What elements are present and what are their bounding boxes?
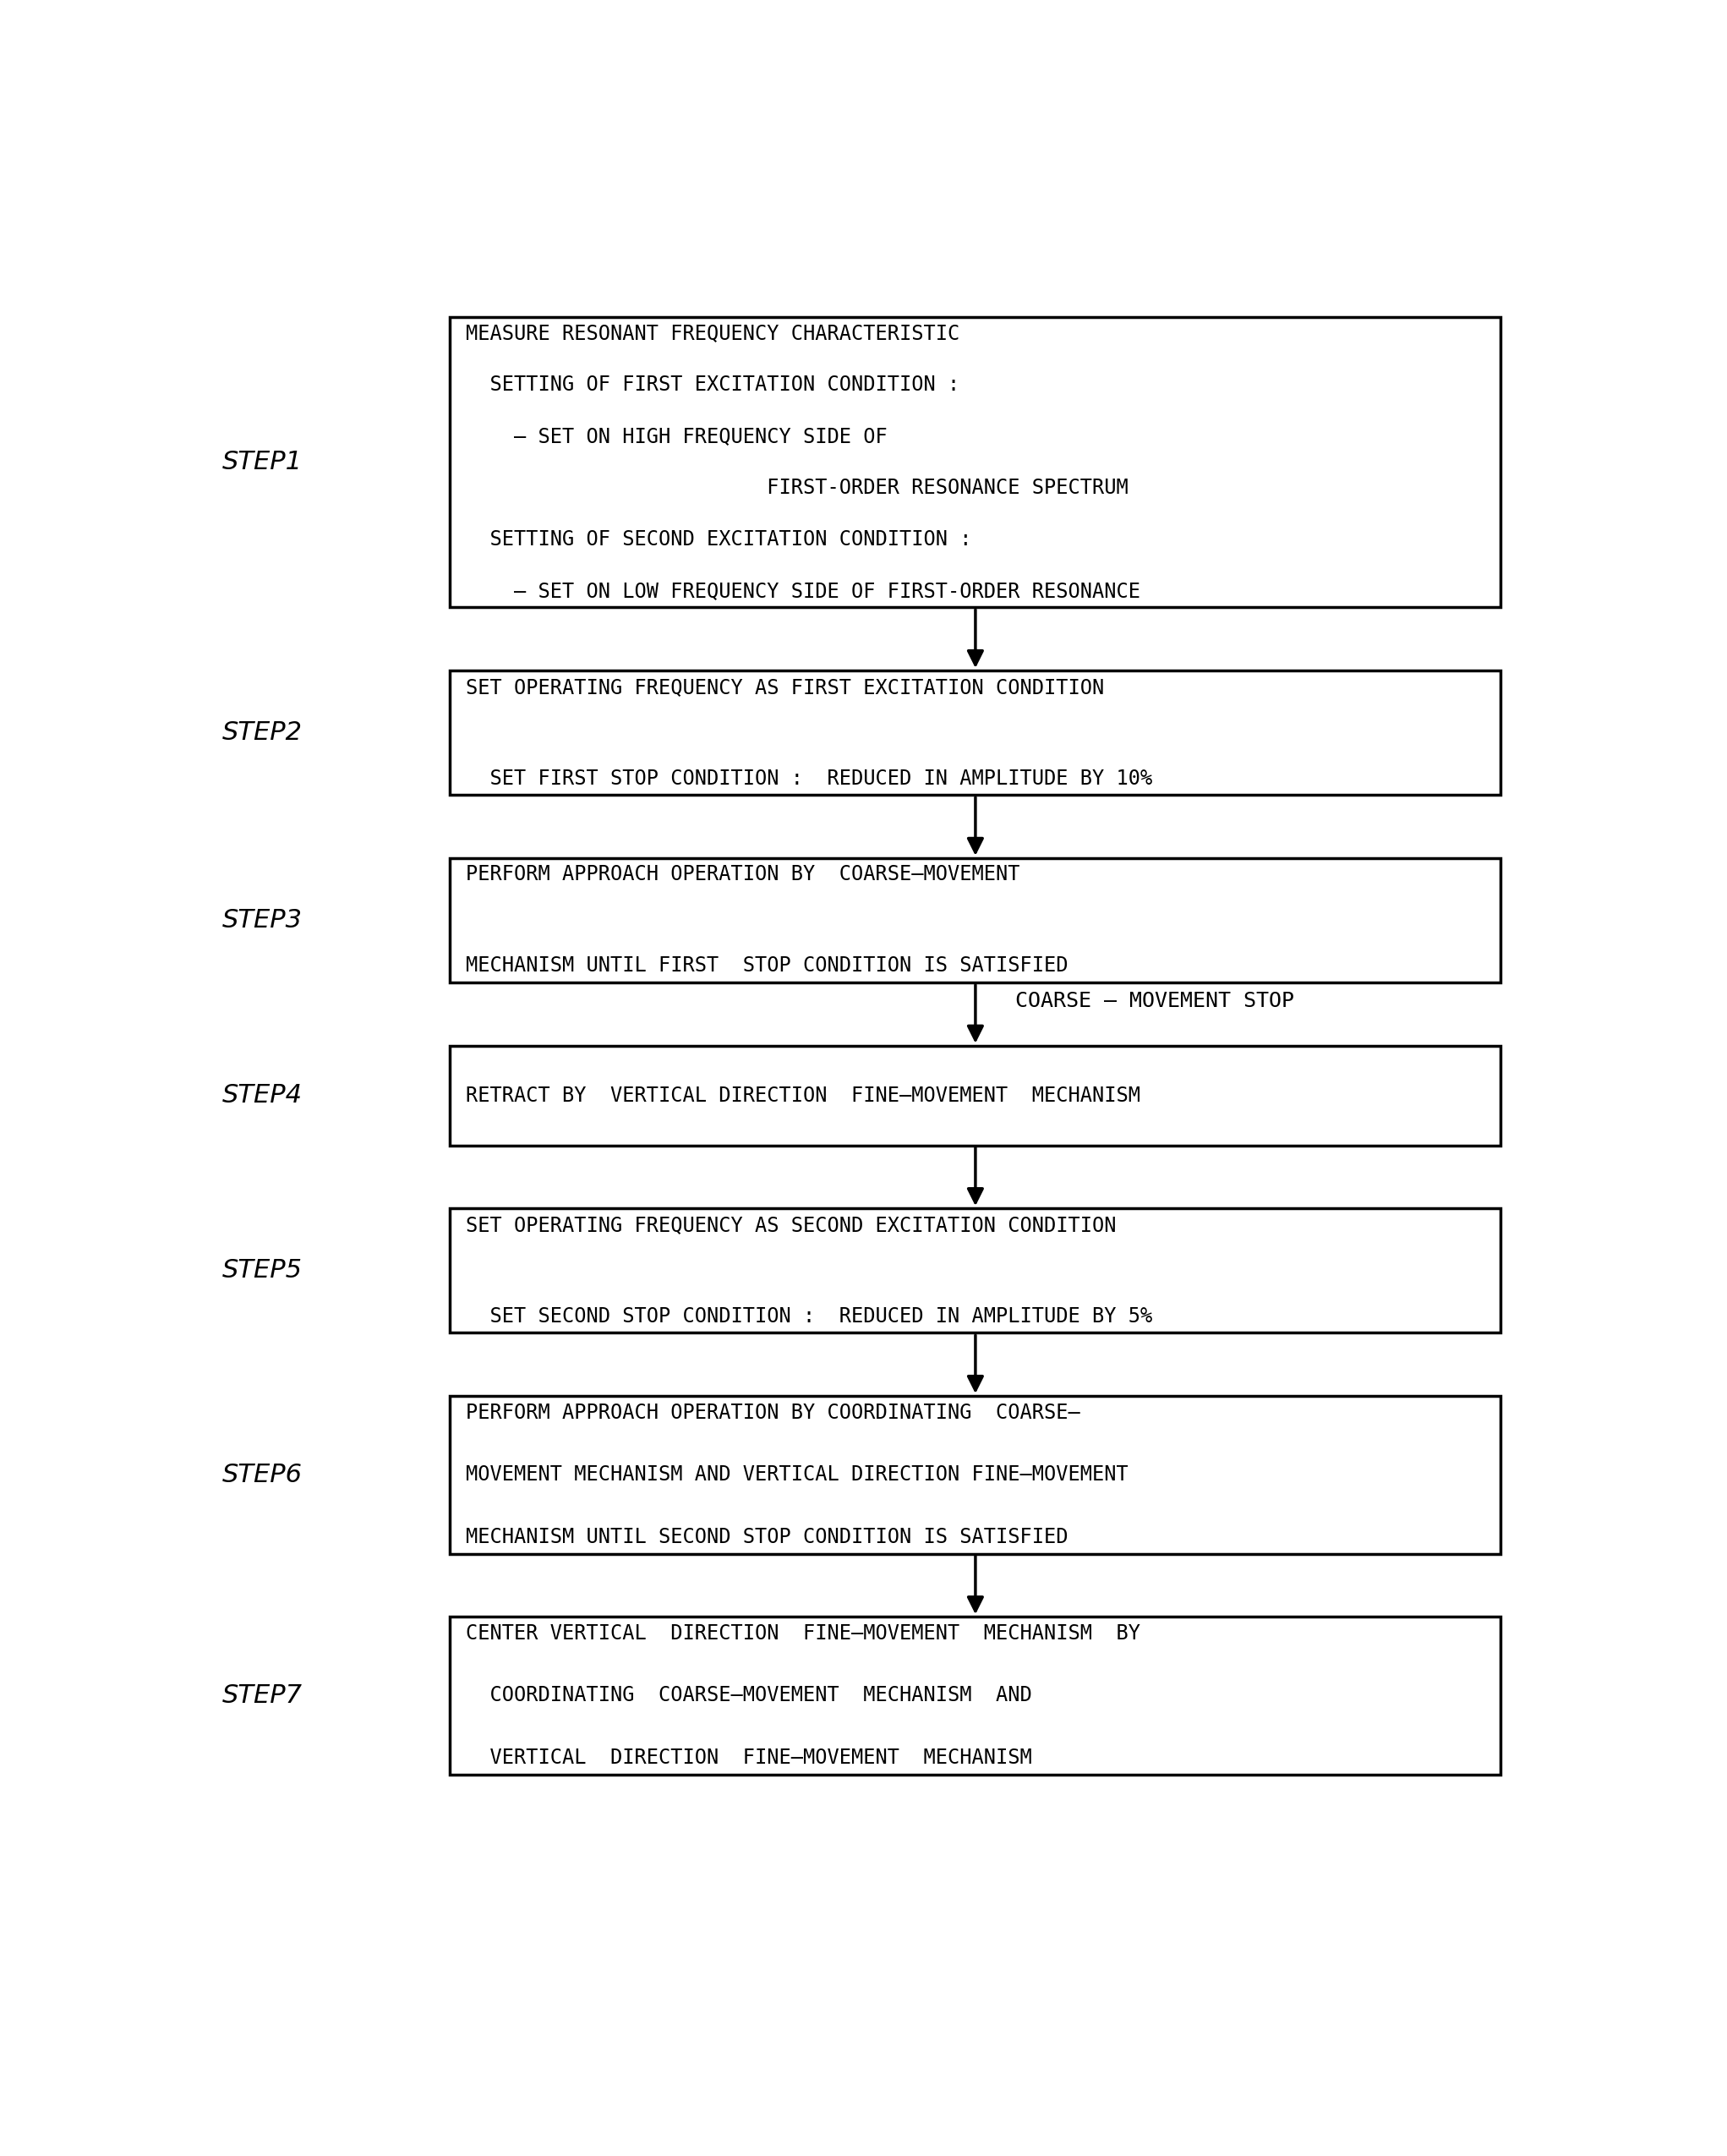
FancyBboxPatch shape <box>451 671 1501 796</box>
Text: STEP6: STEP6 <box>223 1462 302 1488</box>
Text: SET SECOND STOP CONDITION :  REDUCED IN AMPLITUDE BY 5%: SET SECOND STOP CONDITION : REDUCED IN A… <box>466 1307 1154 1326</box>
Text: MECHANISM UNTIL SECOND STOP CONDITION IS SATISFIED: MECHANISM UNTIL SECOND STOP CONDITION IS… <box>466 1526 1069 1548</box>
Text: – SET ON LOW FREQUENCY SIDE OF FIRST-ORDER RESONANCE: – SET ON LOW FREQUENCY SIDE OF FIRST-ORD… <box>466 580 1142 602</box>
Text: CENTER VERTICAL  DIRECTION  FINE–MOVEMENT  MECHANISM  BY: CENTER VERTICAL DIRECTION FINE–MOVEMENT … <box>466 1623 1142 1643</box>
FancyBboxPatch shape <box>451 1046 1501 1145</box>
Text: PERFORM APPROACH OPERATION BY  COARSE–MOVEMENT: PERFORM APPROACH OPERATION BY COARSE–MOV… <box>466 865 1021 884</box>
Text: SET OPERATING FREQUENCY AS FIRST EXCITATION CONDITION: SET OPERATING FREQUENCY AS FIRST EXCITAT… <box>466 677 1105 696</box>
Text: STEP3: STEP3 <box>223 908 302 934</box>
Text: MOVEMENT MECHANISM AND VERTICAL DIRECTION FINE–MOVEMENT: MOVEMENT MECHANISM AND VERTICAL DIRECTIO… <box>466 1464 1129 1485</box>
Text: COORDINATING  COARSE–MOVEMENT  MECHANISM  AND: COORDINATING COARSE–MOVEMENT MECHANISM A… <box>466 1686 1033 1705</box>
Text: MECHANISM UNTIL FIRST  STOP CONDITION IS SATISFIED: MECHANISM UNTIL FIRST STOP CONDITION IS … <box>466 955 1069 977</box>
FancyBboxPatch shape <box>451 858 1501 983</box>
FancyBboxPatch shape <box>451 317 1501 608</box>
Text: FIRST-ORDER RESONANCE SPECTRUM: FIRST-ORDER RESONANCE SPECTRUM <box>466 479 1129 498</box>
Text: VERTICAL  DIRECTION  FINE–MOVEMENT  MECHANISM: VERTICAL DIRECTION FINE–MOVEMENT MECHANI… <box>466 1749 1033 1768</box>
FancyBboxPatch shape <box>451 1395 1501 1554</box>
Text: RETRACT BY  VERTICAL DIRECTION  FINE–MOVEMENT  MECHANISM: RETRACT BY VERTICAL DIRECTION FINE–MOVEM… <box>466 1084 1142 1106</box>
Text: PERFORM APPROACH OPERATION BY COORDINATING  COARSE–: PERFORM APPROACH OPERATION BY COORDINATI… <box>466 1401 1081 1423</box>
FancyBboxPatch shape <box>451 1207 1501 1332</box>
Text: SETTING OF FIRST EXCITATION CONDITION :: SETTING OF FIRST EXCITATION CONDITION : <box>466 375 960 395</box>
Text: SET OPERATING FREQUENCY AS SECOND EXCITATION CONDITION: SET OPERATING FREQUENCY AS SECOND EXCITA… <box>466 1214 1117 1235</box>
Text: STEP5: STEP5 <box>223 1259 302 1283</box>
Text: STEP1: STEP1 <box>223 451 302 474</box>
Text: STEP2: STEP2 <box>223 720 302 746</box>
Text: COARSE – MOVEMENT STOP: COARSE – MOVEMENT STOP <box>1015 990 1295 1011</box>
Text: STEP7: STEP7 <box>223 1684 302 1708</box>
Text: STEP4: STEP4 <box>223 1082 302 1108</box>
Text: SET FIRST STOP CONDITION :  REDUCED IN AMPLITUDE BY 10%: SET FIRST STOP CONDITION : REDUCED IN AM… <box>466 768 1154 789</box>
Text: MEASURE RESONANT FREQUENCY CHARACTERISTIC: MEASURE RESONANT FREQUENCY CHARACTERISTI… <box>466 323 960 343</box>
Text: – SET ON HIGH FREQUENCY SIDE OF: – SET ON HIGH FREQUENCY SIDE OF <box>466 427 888 446</box>
FancyBboxPatch shape <box>451 1617 1501 1774</box>
Text: SETTING OF SECOND EXCITATION CONDITION :: SETTING OF SECOND EXCITATION CONDITION : <box>466 528 972 550</box>
